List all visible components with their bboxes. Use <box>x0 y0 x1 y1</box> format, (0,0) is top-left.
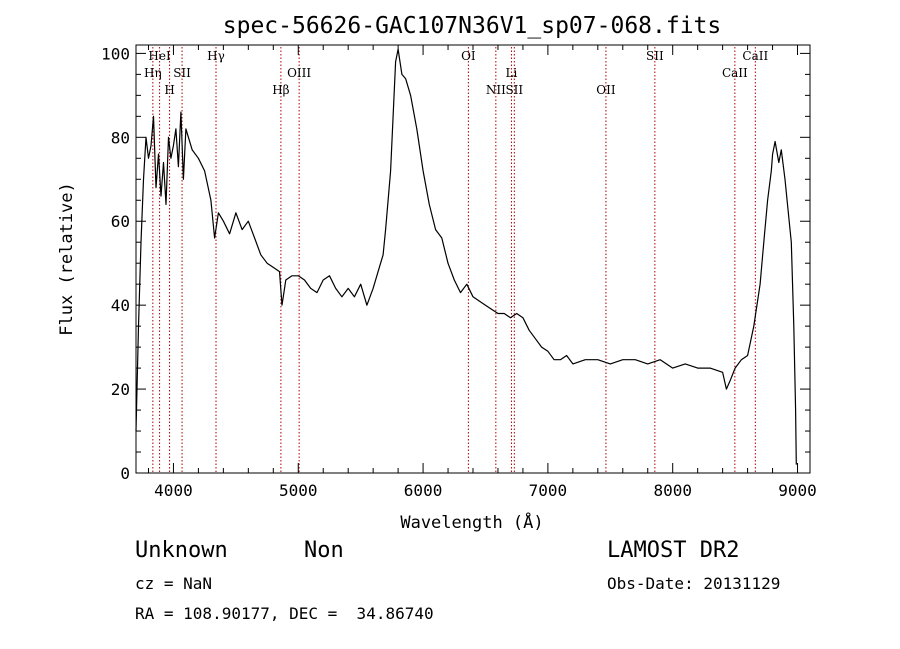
line-marker-label: Li <box>506 66 518 80</box>
coordinates: RA = 108.90177, DEC = 34.86740 <box>135 604 434 623</box>
y-axis-label: Flux (relative) <box>57 182 77 336</box>
x-tick-label: 5000 <box>279 481 318 500</box>
observation-date: Obs-Date: 20131129 <box>607 574 781 593</box>
line-marker-label: H <box>164 83 174 97</box>
y-tick-label: 100 <box>101 44 130 63</box>
chart-title: spec-56626-GAC107N36V1_sp07-068.fits <box>223 13 722 39</box>
spectrum-line <box>135 48 797 465</box>
x-tick-label: 7000 <box>529 481 568 500</box>
line-marker-label: OI <box>461 49 476 63</box>
plot-frame <box>135 44 811 474</box>
line-marker-label: SII <box>646 49 664 63</box>
object-class: Unknown <box>135 538 228 563</box>
line-marker-label: OII <box>596 83 616 97</box>
redshift-value: cz = NaN <box>135 574 213 593</box>
line-marker-label: Hγ <box>207 49 225 63</box>
x-axis-label: Wavelength (Å) <box>400 511 543 533</box>
x-axis: 4000 5000 6000 7000 8000 9000 <box>147 45 817 500</box>
x-tick-label: 4000 <box>154 481 193 500</box>
y-tick-label: 40 <box>111 296 130 315</box>
line-marker-label: NII <box>486 83 506 97</box>
y-tick-label: 80 <box>111 128 130 147</box>
line-marker-label: Hβ <box>272 83 289 97</box>
x-tick-label: 9000 <box>778 481 817 500</box>
x-tick-label: 6000 <box>404 481 443 500</box>
line-marker-label: Hη <box>144 66 162 80</box>
y-tick-label: 20 <box>111 380 130 399</box>
line-marker-label: OIII <box>287 66 311 80</box>
survey-name: LAMOST DR2 <box>607 538 740 563</box>
line-marker-label: HeI <box>148 49 171 63</box>
line-marker-label: CaII <box>742 49 768 63</box>
y-tick-label: 60 <box>111 212 130 231</box>
y-tick-label: 0 <box>120 464 130 483</box>
line-marker-label: CaII <box>722 66 748 80</box>
x-tick-label: 8000 <box>653 481 692 500</box>
object-subclass: Non <box>304 538 344 563</box>
line-marker-label: SII <box>173 66 191 80</box>
y-axis: 0 20 40 60 80 100 <box>101 44 810 483</box>
line-marker-label: SII <box>505 83 523 97</box>
